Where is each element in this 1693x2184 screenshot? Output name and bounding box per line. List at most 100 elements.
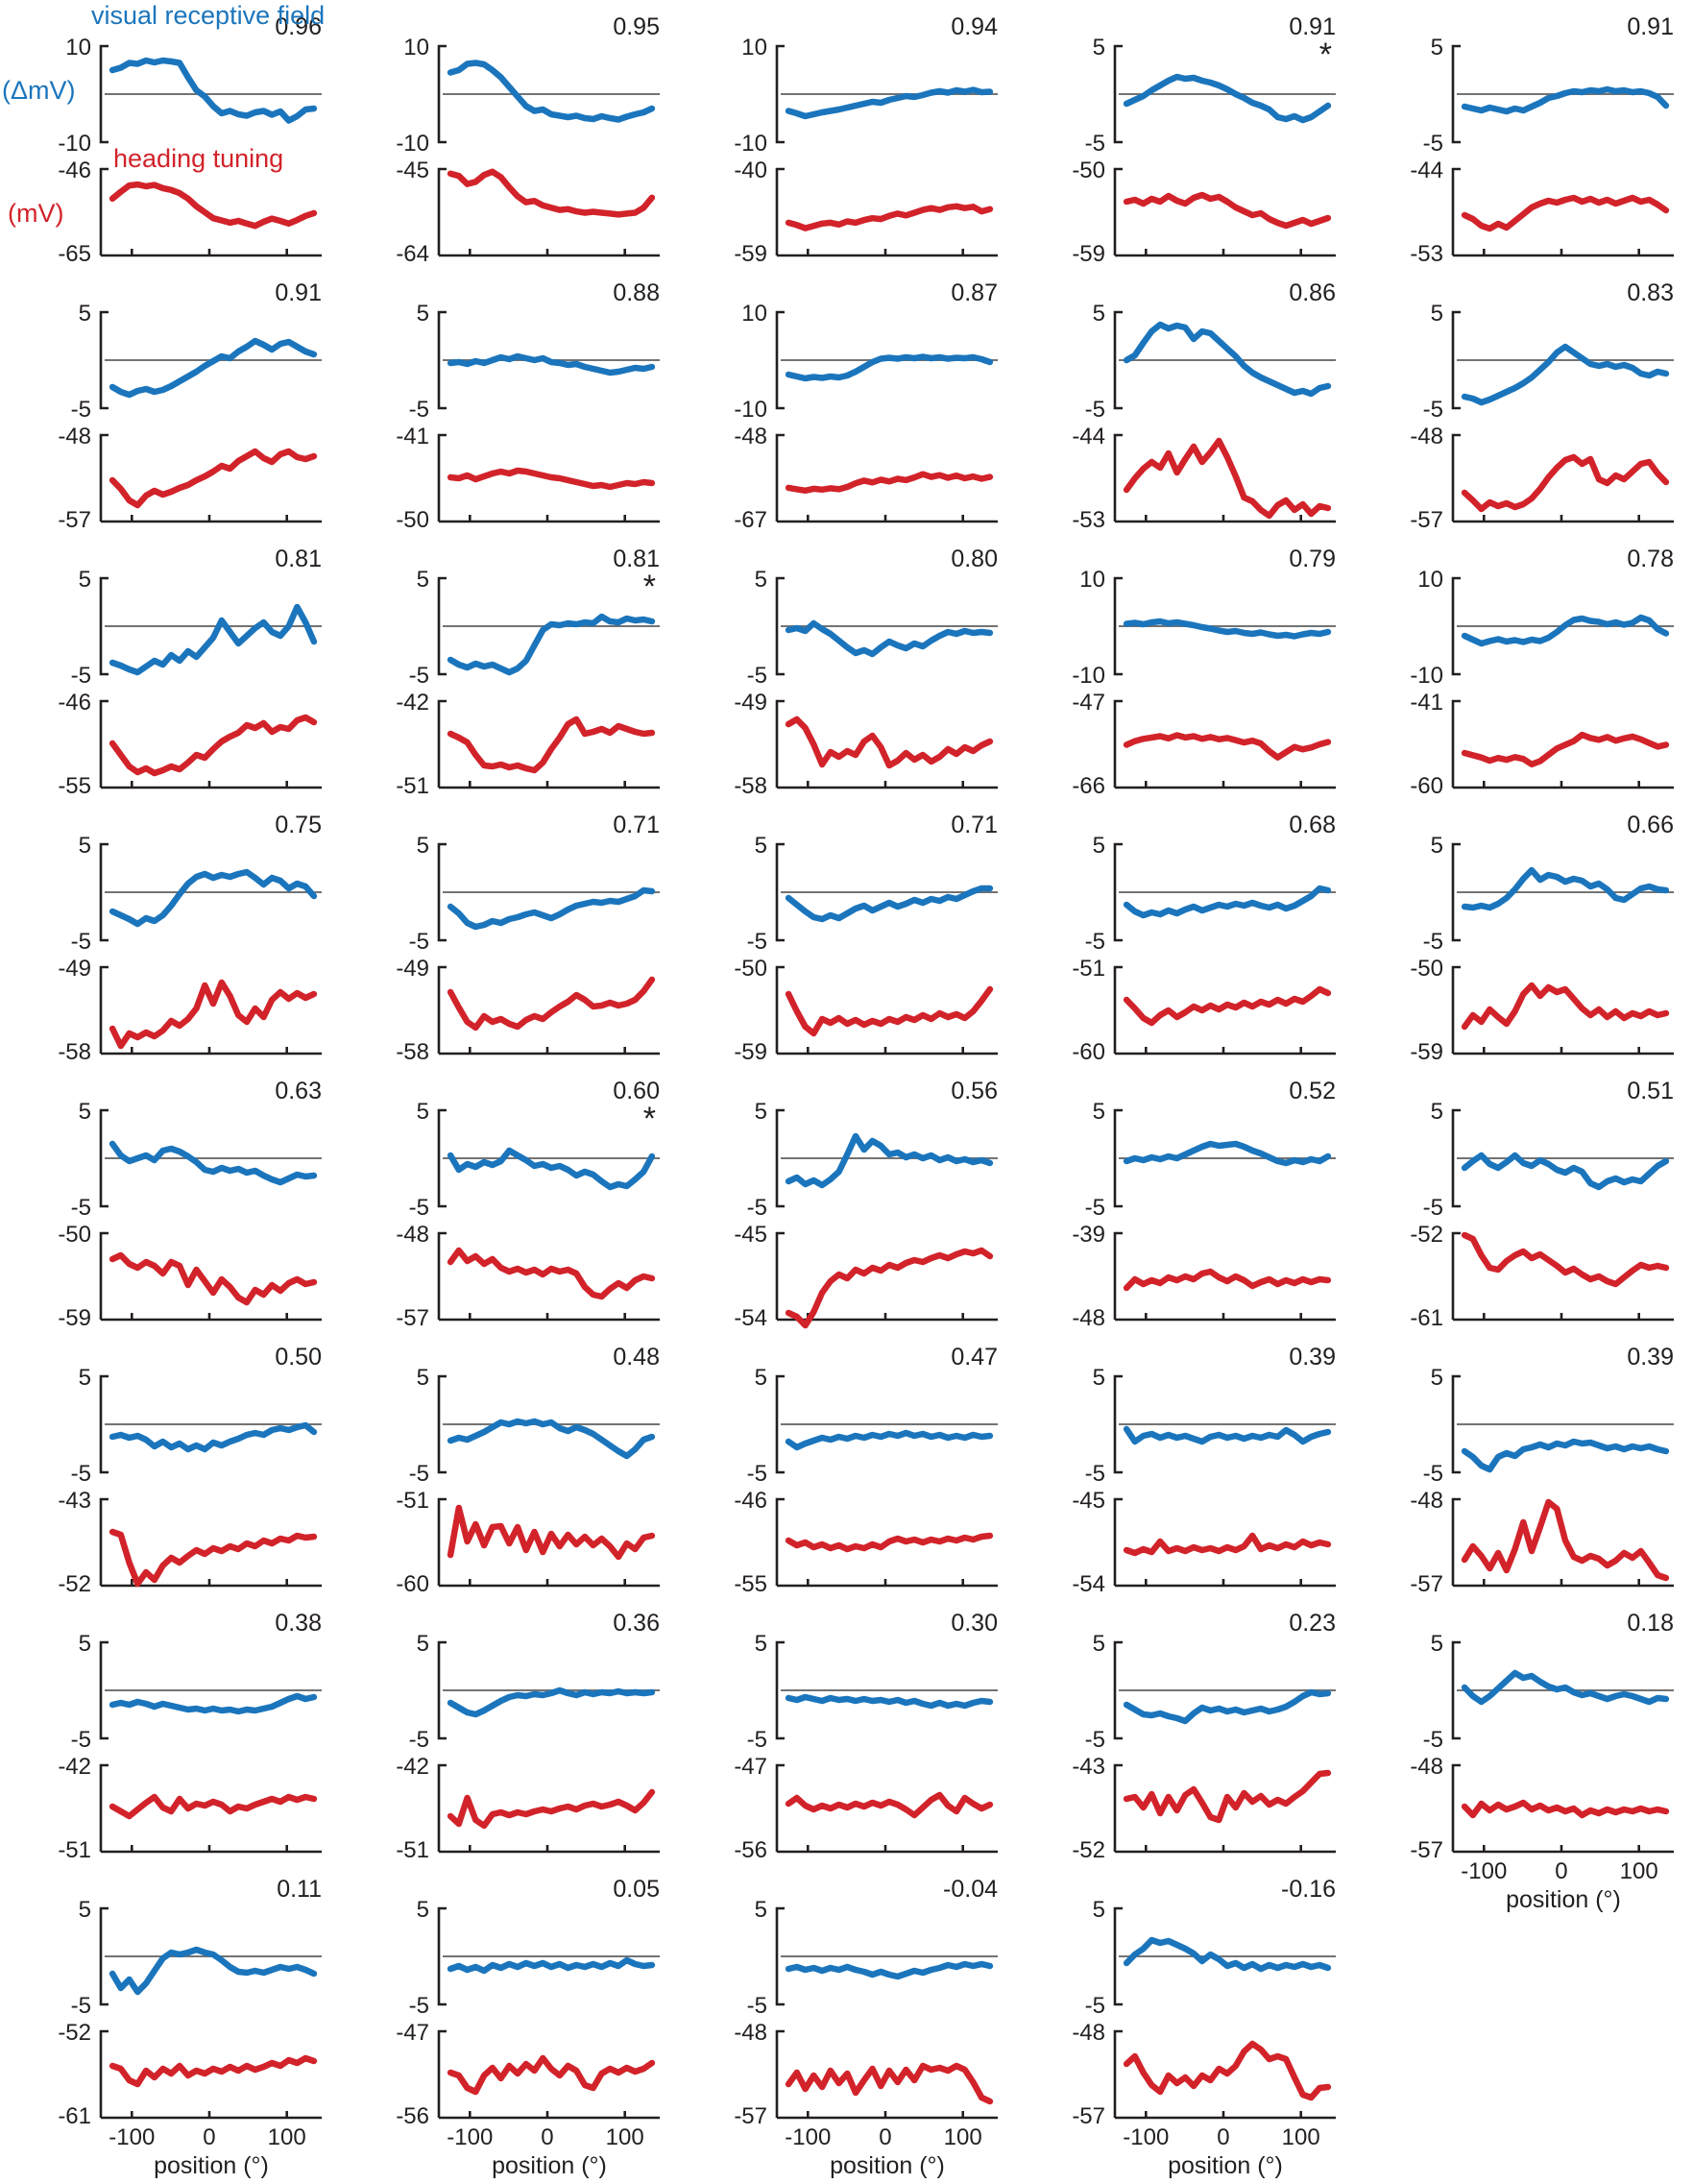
blue-trace: [109, 1946, 318, 1996]
correlation-value: 0.95: [613, 13, 660, 40]
blue-y-axis: [775, 576, 785, 676]
blue-trace: [447, 1418, 656, 1460]
blue-ymin-label: -5: [1085, 131, 1105, 157]
blue-y-axis: [1113, 1374, 1123, 1474]
red-ymin-label: -59: [1410, 1039, 1443, 1065]
x-axis: [1115, 249, 1336, 257]
red-y-axis: [1451, 1231, 1461, 1320]
blue-y-axis: [1113, 576, 1123, 676]
panel-13: 0.80 5 -5-49 -58: [734, 546, 998, 799]
red-ymax-label: -50: [734, 956, 767, 982]
red-trace: [1461, 1231, 1670, 1288]
x-axis: [1453, 1845, 1674, 1854]
red-ymin-label: -61: [1410, 1305, 1443, 1331]
red-y-axis: [1113, 2029, 1123, 2118]
blue-y-axis: [1113, 310, 1123, 410]
red-trace: [447, 2054, 656, 2096]
red-y-axis: [99, 699, 109, 788]
blue-ymin-label: -5: [1423, 1195, 1443, 1221]
correlation-value: 0.36: [613, 1610, 660, 1637]
blue-y-axis: [1113, 1906, 1123, 2006]
blue-ymin-label: -5: [747, 1993, 767, 2019]
blue-y-axis: [775, 842, 785, 942]
x-axis: [101, 1313, 322, 1322]
blue-trace: [1123, 321, 1332, 398]
blue-ymax-label: 5: [1431, 35, 1443, 61]
x-axis: [1115, 1047, 1336, 1056]
red-ymax-label: -47: [734, 1754, 767, 1780]
blue-ymax-label: 10: [403, 35, 429, 61]
red-y-axis: [99, 2029, 109, 2118]
red-ymin-label: -66: [1072, 773, 1105, 799]
blue-ymin-label: -5: [1423, 929, 1443, 955]
blue-ymax-label: 5: [1093, 35, 1105, 61]
x-axis: [777, 1047, 998, 1056]
red-trace: [785, 985, 994, 1037]
red-ymin-label: -54: [734, 1305, 767, 1331]
red-y-axis: [1113, 1763, 1123, 1852]
blue-y-axis: [437, 842, 447, 942]
x-axis: [439, 515, 660, 523]
blue-y-axis: [1451, 44, 1461, 144]
red-ymax-label: -46: [58, 690, 91, 716]
red-trace: [109, 1528, 318, 1588]
red-ymax-label: -44: [1072, 424, 1105, 449]
red-ymax-label: -46: [734, 1488, 767, 1514]
blue-trace: [785, 1960, 994, 1980]
correlation-value: 0.83: [1627, 279, 1674, 306]
x-axis: [101, 781, 322, 789]
red-y-axis: [437, 1497, 447, 1586]
blue-trace: [447, 352, 656, 376]
red-ymin-label: -52: [1072, 1837, 1105, 1863]
blue-y-axis: [1451, 842, 1461, 942]
red-ymax-label: -48: [1072, 2020, 1105, 2046]
x-tick-label: 0: [1555, 1858, 1567, 1884]
blue-trace: [1461, 1669, 1670, 1706]
red-ymax-label: -52: [1410, 1222, 1443, 1248]
red-y-axis: [1113, 699, 1123, 788]
blue-ymax-label: 5: [417, 1099, 429, 1125]
blue-y-axis: [99, 1374, 109, 1474]
panel-10: 0.83 5 -5-48 -57: [1410, 279, 1674, 533]
blue-ymax-label: 5: [1093, 833, 1105, 859]
red-y-axis: [1113, 1497, 1123, 1586]
panel-23: 0.56 5 -5-45 -54: [734, 1078, 998, 1331]
red-y-axis: [1451, 433, 1461, 522]
x-axis: [101, 1047, 322, 1056]
red-trace: [109, 181, 318, 230]
red-trace: [447, 467, 656, 491]
red-y-axis: [437, 965, 447, 1054]
red-trace: [1461, 982, 1670, 1031]
correlation-value: 0.18: [1627, 1610, 1674, 1637]
red-trace: [785, 471, 994, 495]
blue-trace: [785, 86, 994, 120]
blue-ymin-label: -10: [734, 131, 767, 157]
panel-21: 0.63 5 -5-50 -59: [58, 1078, 322, 1331]
blue-ymax-label: 5: [417, 1631, 429, 1657]
panel-5: 0.91 5 -5-44 -53: [1410, 13, 1674, 267]
panel-28: 0.47 5 -5-46 -55: [734, 1344, 998, 1597]
red-y-axis: [1113, 167, 1123, 255]
blue-ymin-label: -5: [409, 929, 429, 955]
x-axis: [1453, 1313, 1674, 1322]
blue-trace: [447, 613, 656, 676]
blue-ymax-label: 5: [79, 567, 91, 593]
blue-y-axis: [99, 1640, 109, 1740]
red-ymax-label: -40: [734, 158, 767, 183]
correlation-value: 0.51: [1627, 1078, 1674, 1104]
blue-ymin-label: -5: [747, 1727, 767, 1753]
x-axis: [439, 1579, 660, 1588]
blue-trace: [447, 1147, 656, 1191]
blue-trace: [785, 619, 994, 658]
x-tick-label: 0: [203, 2124, 215, 2150]
correlation-value: 0.80: [951, 546, 998, 572]
red-ymax-label: -48: [734, 2020, 767, 2046]
panel-12: 0.81* 5 -5-42 -51: [396, 546, 660, 799]
red-ymax-label: -50: [1410, 956, 1443, 982]
panel-4: 0.91* 5 -5-50 -59: [1072, 13, 1336, 267]
blue-ymax-label: 5: [755, 567, 767, 593]
blue-ymax-label: 5: [79, 1631, 91, 1657]
red-ymax-label: -42: [396, 690, 429, 716]
blue-ymax-label: 10: [741, 35, 767, 61]
